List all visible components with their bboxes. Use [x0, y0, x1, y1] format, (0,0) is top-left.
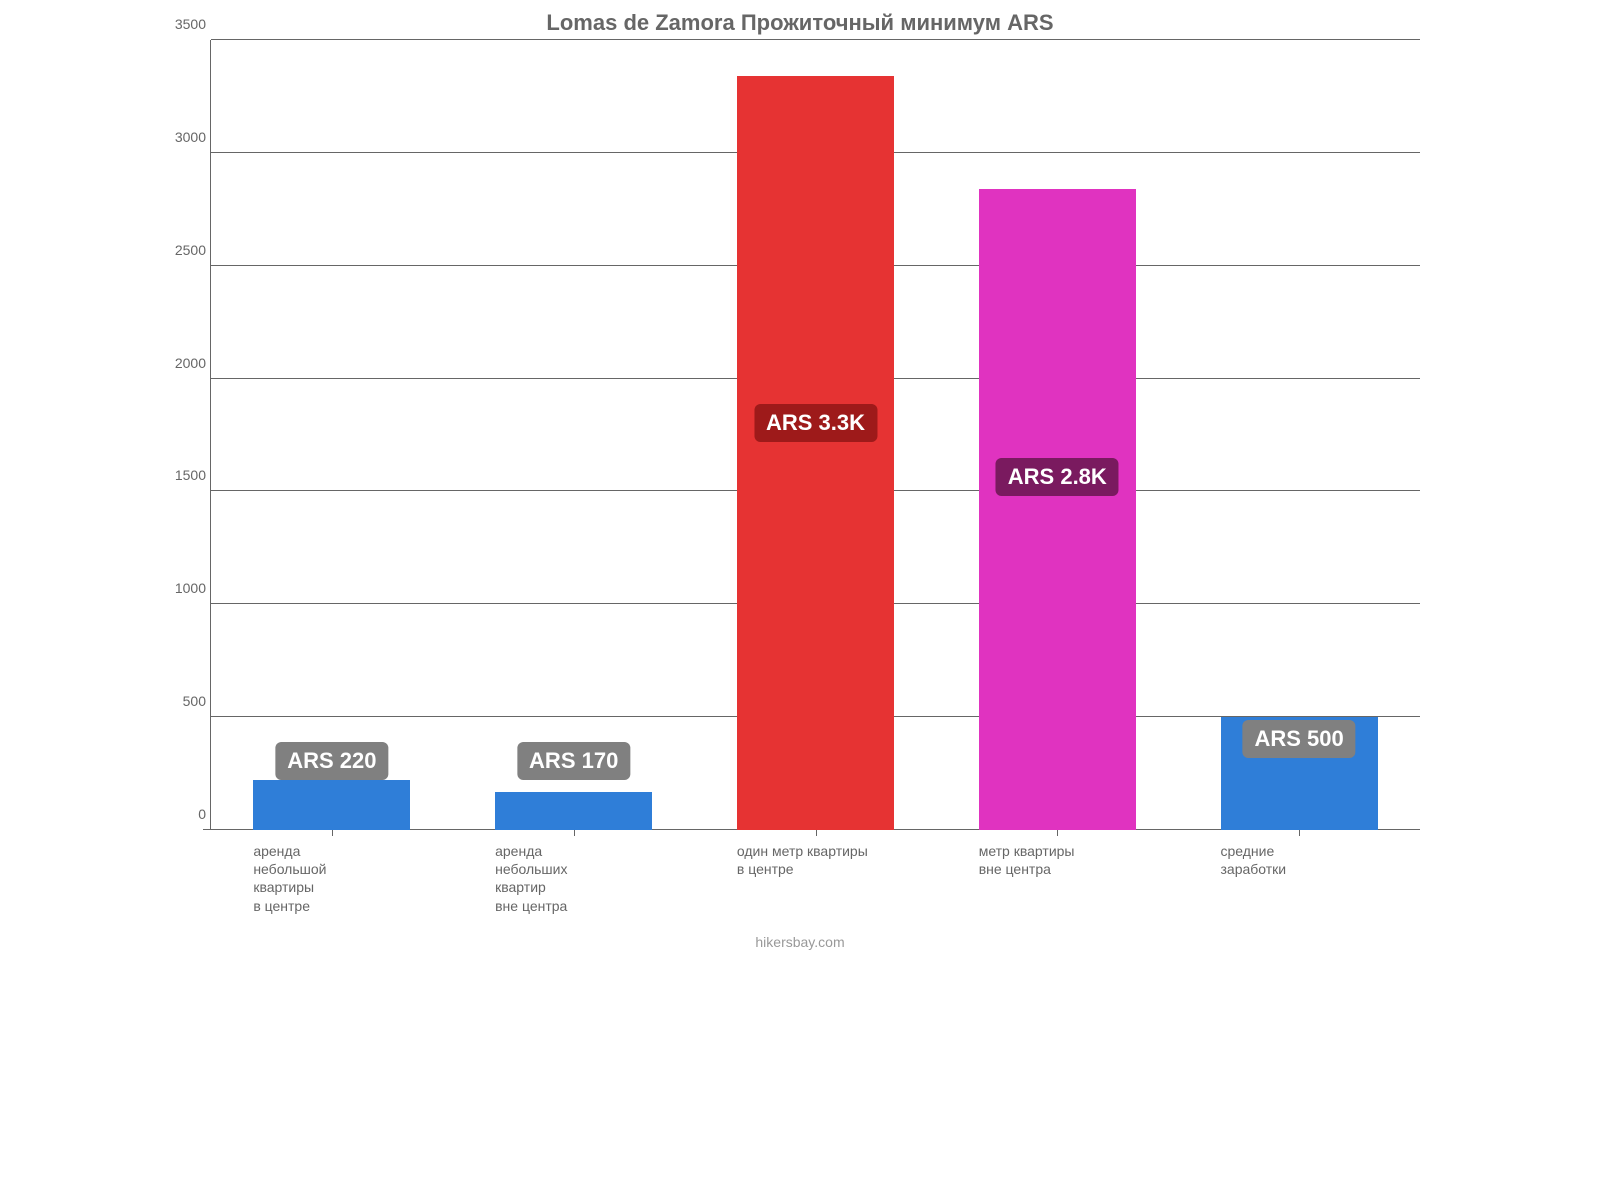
value-label: ARS 220: [275, 742, 388, 780]
x-tick: [574, 830, 575, 836]
y-tick-label: 2500: [166, 242, 206, 258]
x-tick: [332, 830, 333, 836]
x-tick: [816, 830, 817, 836]
attribution-text: hikersbay.com: [160, 934, 1440, 950]
x-category-label: один метр квартирыв центре: [737, 842, 979, 878]
x-tick: [1057, 830, 1058, 836]
y-tick-label: 1000: [166, 580, 206, 596]
value-label: ARS 500: [1242, 720, 1355, 758]
y-gridline: [211, 39, 1420, 40]
value-label: ARS 2.8K: [996, 458, 1119, 496]
chart-container: Lomas de Zamora Прожиточный минимум ARS …: [160, 0, 1440, 960]
bar: [979, 189, 1136, 830]
x-tick: [1299, 830, 1300, 836]
x-category-label: метр квартирывне центра: [979, 842, 1221, 878]
x-category-label: средниезаработки: [1221, 842, 1463, 878]
bar: [737, 76, 894, 830]
y-tick-label: 1500: [166, 467, 206, 483]
x-category-label: аренданебольшихквартирвне центра: [495, 842, 737, 915]
x-category-label: аренданебольшойквартирыв центре: [253, 842, 495, 915]
bar: [253, 780, 410, 830]
y-tick-label: 3000: [166, 129, 206, 145]
chart-title: Lomas de Zamora Прожиточный минимум ARS: [160, 10, 1440, 36]
y-tick-label: 0: [166, 806, 206, 822]
y-tick-label: 2000: [166, 355, 206, 371]
value-label: ARS 3.3K: [754, 404, 877, 442]
bar: [495, 792, 652, 830]
y-tick-label: 3500: [166, 16, 206, 32]
plot-area: 0500100015002000250030003500ARS 220аренд…: [210, 40, 1420, 830]
value-label: ARS 170: [517, 742, 630, 780]
y-tick-label: 500: [166, 693, 206, 709]
